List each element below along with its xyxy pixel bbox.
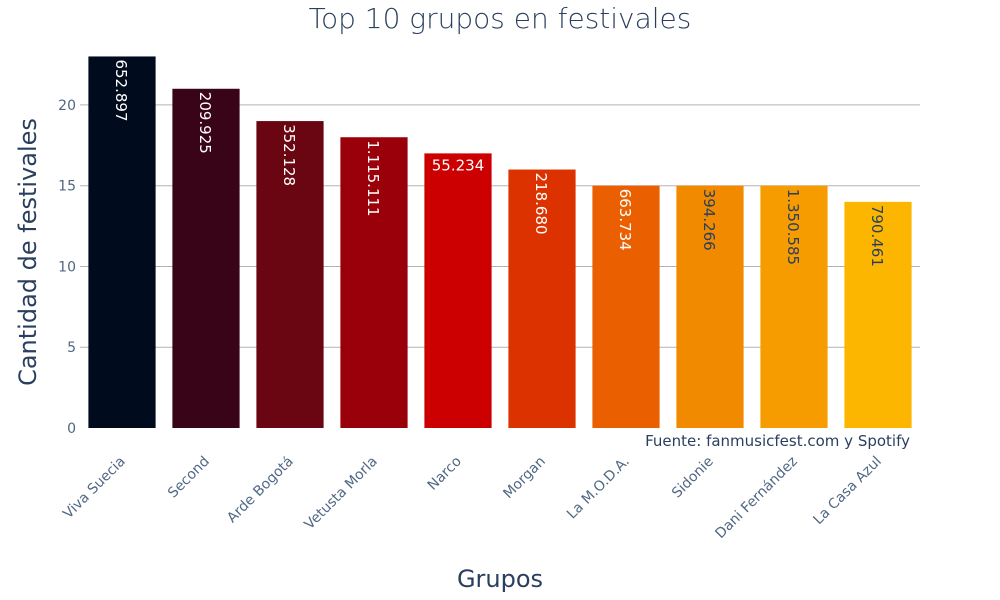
bar: [172, 88, 240, 429]
x-axis-ticks: Viva Suecia Second Arde Bogotá Vetusta Morl…: [60, 454, 885, 542]
bar: [508, 169, 576, 429]
y-tick-label: 5: [67, 340, 76, 356]
bar-value-label: 1.115.111: [364, 140, 382, 216]
bar: [340, 137, 408, 428]
bar: [676, 185, 744, 428]
y-axis-title: Cantidad de festivales: [14, 118, 42, 386]
x-tick-label: Sidonie: [669, 454, 717, 502]
x-tick-label: Morgan: [500, 454, 548, 502]
x-tick-label: Vetusta Morla: [302, 454, 381, 533]
x-tick-label: Dani Fernández: [712, 454, 800, 542]
bars: 652.897 209.925 352.128 1.115.111 55.234 218.…: [88, 56, 912, 429]
bar-value-label: 352.128: [280, 124, 298, 186]
y-tick-label: 0: [67, 421, 76, 437]
y-tick-label: 20: [58, 98, 76, 114]
y-tick-label: 10: [58, 259, 76, 275]
x-tick-label: Viva Suecia: [60, 454, 129, 523]
x-tick-label: La Casa Azul: [810, 454, 884, 528]
x-tick-label: Arde Bogotá: [224, 454, 297, 527]
x-axis-title: Grupos: [457, 565, 543, 593]
chart-title: Top 10 grupos en festivales: [308, 2, 692, 35]
bar-value-label: 663.734: [616, 189, 634, 251]
bar-value-label: 394.266: [700, 189, 718, 251]
source-annotation: Fuente: fanmusicfest.com y Spotify: [645, 432, 910, 450]
bar: [760, 185, 828, 428]
bar-value-label: 652.897: [112, 59, 130, 121]
bar-value-label: 218.680: [532, 173, 550, 235]
bar-value-label: 790.461: [868, 205, 886, 267]
bar: [592, 185, 660, 428]
bar: [844, 201, 912, 428]
bar: [424, 153, 492, 428]
x-tick-label: La M.O.D.A.: [564, 454, 633, 523]
bar-value-label: 1.350.585: [784, 189, 802, 265]
bar: [256, 121, 324, 429]
x-tick-label: Second: [165, 454, 213, 502]
bar: [88, 56, 156, 428]
bar-value-label: 55.234: [432, 156, 485, 174]
x-tick-label: Narco: [425, 454, 465, 494]
bar-value-label: 209.925: [196, 92, 214, 154]
y-axis-ticks: 0 5 10 15 20: [58, 98, 76, 437]
y-tick-label: 15: [58, 179, 76, 195]
